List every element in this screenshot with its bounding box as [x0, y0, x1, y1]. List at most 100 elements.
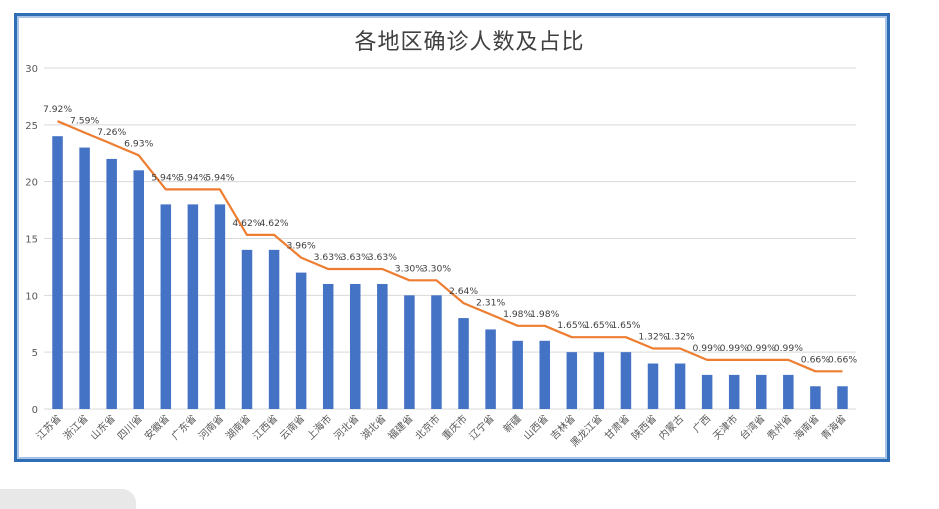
data-label: 1.65%	[611, 320, 640, 331]
x-tick-label: 浙江省	[60, 412, 90, 442]
x-tick-label: 山西省	[520, 412, 550, 442]
bar	[322, 283, 334, 409]
bar	[458, 318, 469, 409]
bar	[620, 352, 632, 409]
data-label: 5.94%	[205, 172, 234, 183]
data-label: 6.93%	[124, 138, 153, 149]
bar	[133, 170, 144, 409]
data-label: 5.94%	[151, 172, 180, 183]
x-tick-label: 云南省	[277, 412, 307, 442]
data-label: 0.99%	[693, 343, 722, 354]
x-tick-label: 青海省	[818, 412, 848, 442]
bar	[647, 363, 659, 409]
y-tick-label: 5	[32, 348, 38, 359]
data-label: 0.99%	[720, 343, 749, 354]
bar	[566, 352, 578, 409]
y-tick-label: 20	[25, 178, 38, 189]
data-label: 1.32%	[638, 332, 667, 343]
data-label: 0.99%	[747, 343, 776, 354]
data-label: 3.30%	[422, 263, 451, 274]
bar	[810, 386, 821, 409]
x-tick-label: 重庆市	[439, 412, 469, 442]
x-tick-label: 山东省	[87, 412, 117, 442]
y-tick-label: 0	[32, 405, 38, 416]
x-tick-label: 上海市	[304, 412, 334, 442]
data-label: 3.30%	[395, 263, 424, 274]
data-label: 2.64%	[449, 286, 478, 297]
bar	[350, 283, 361, 409]
data-label: 3.96%	[287, 241, 316, 252]
data-label: 1.32%	[665, 332, 694, 343]
bar	[106, 158, 117, 409]
x-tick-label: 北京市	[412, 412, 442, 442]
data-label: 3.63%	[341, 252, 370, 263]
bar	[728, 374, 740, 409]
data-label: 1.65%	[557, 320, 586, 331]
bar	[52, 136, 63, 409]
y-tick-label: 15	[25, 235, 38, 246]
bar	[377, 283, 388, 409]
x-tick-label: 天津市	[710, 412, 740, 442]
x-tick-label: 河北省	[331, 412, 361, 442]
bar	[79, 147, 90, 410]
data-label: 7.92%	[43, 104, 72, 115]
x-tick-label: 辽宁省	[466, 412, 496, 442]
bar	[160, 204, 172, 409]
x-tick-label: 台湾省	[737, 412, 767, 442]
bar	[214, 204, 226, 409]
bar	[268, 249, 280, 409]
x-tick-label: 内蒙古	[656, 412, 686, 442]
data-label: 0.66%	[801, 354, 830, 365]
bar	[539, 340, 550, 409]
x-tick-label: 安徽省	[142, 412, 172, 442]
x-tick-label: 甘肃省	[602, 412, 632, 442]
data-label: 2.31%	[476, 297, 505, 308]
chart-title: 各地区确诊人数及占比	[354, 30, 585, 55]
x-tick-label: 四川省	[114, 412, 144, 442]
bar	[241, 249, 253, 409]
data-label: 4.62%	[232, 218, 261, 229]
bar	[701, 374, 713, 409]
x-tick-label: 福建省	[385, 412, 415, 442]
data-label: 7.26%	[97, 127, 126, 138]
data-label: 5.94%	[178, 172, 207, 183]
x-tick-label: 新疆	[500, 412, 523, 435]
x-tick-label: 陕西省	[629, 412, 659, 442]
bar	[187, 204, 199, 409]
data-label: 1.65%	[584, 320, 613, 331]
data-label: 1.98%	[530, 309, 559, 320]
x-tick-label: 河南省	[196, 412, 226, 442]
x-tick-label: 湖北省	[358, 412, 388, 442]
data-label: 0.99%	[774, 343, 803, 354]
background-shape	[0, 489, 136, 509]
bar	[295, 272, 307, 409]
bar	[404, 295, 415, 409]
y-tick-label: 10	[25, 291, 38, 302]
x-tick-label: 江西省	[250, 412, 280, 442]
x-tick-label: 贵州省	[764, 412, 794, 442]
data-label: 1.98%	[503, 309, 532, 320]
share-line	[57, 120, 843, 373]
x-tick-label: 海南省	[791, 412, 821, 442]
data-label: 0.66%	[828, 354, 857, 365]
bar	[837, 386, 848, 409]
y-tick-label: 25	[25, 121, 38, 132]
bar	[512, 340, 523, 409]
x-tick-label: 湖南省	[223, 412, 253, 442]
bar	[485, 329, 496, 409]
bar	[783, 374, 794, 409]
data-label: 3.63%	[368, 252, 397, 263]
x-tick-label: 广东省	[169, 412, 199, 442]
bar	[674, 363, 686, 409]
data-label: 4.62%	[259, 218, 288, 229]
x-tick-label: 广西	[691, 413, 714, 436]
y-tick-label: 30	[25, 64, 38, 75]
bar	[431, 295, 442, 409]
x-tick-label: 江苏省	[33, 412, 63, 442]
chart-frame	[14, 13, 890, 462]
data-label: 3.63%	[314, 252, 343, 263]
data-label: 7.59%	[70, 116, 99, 127]
bar	[593, 352, 605, 409]
bar	[756, 374, 767, 409]
